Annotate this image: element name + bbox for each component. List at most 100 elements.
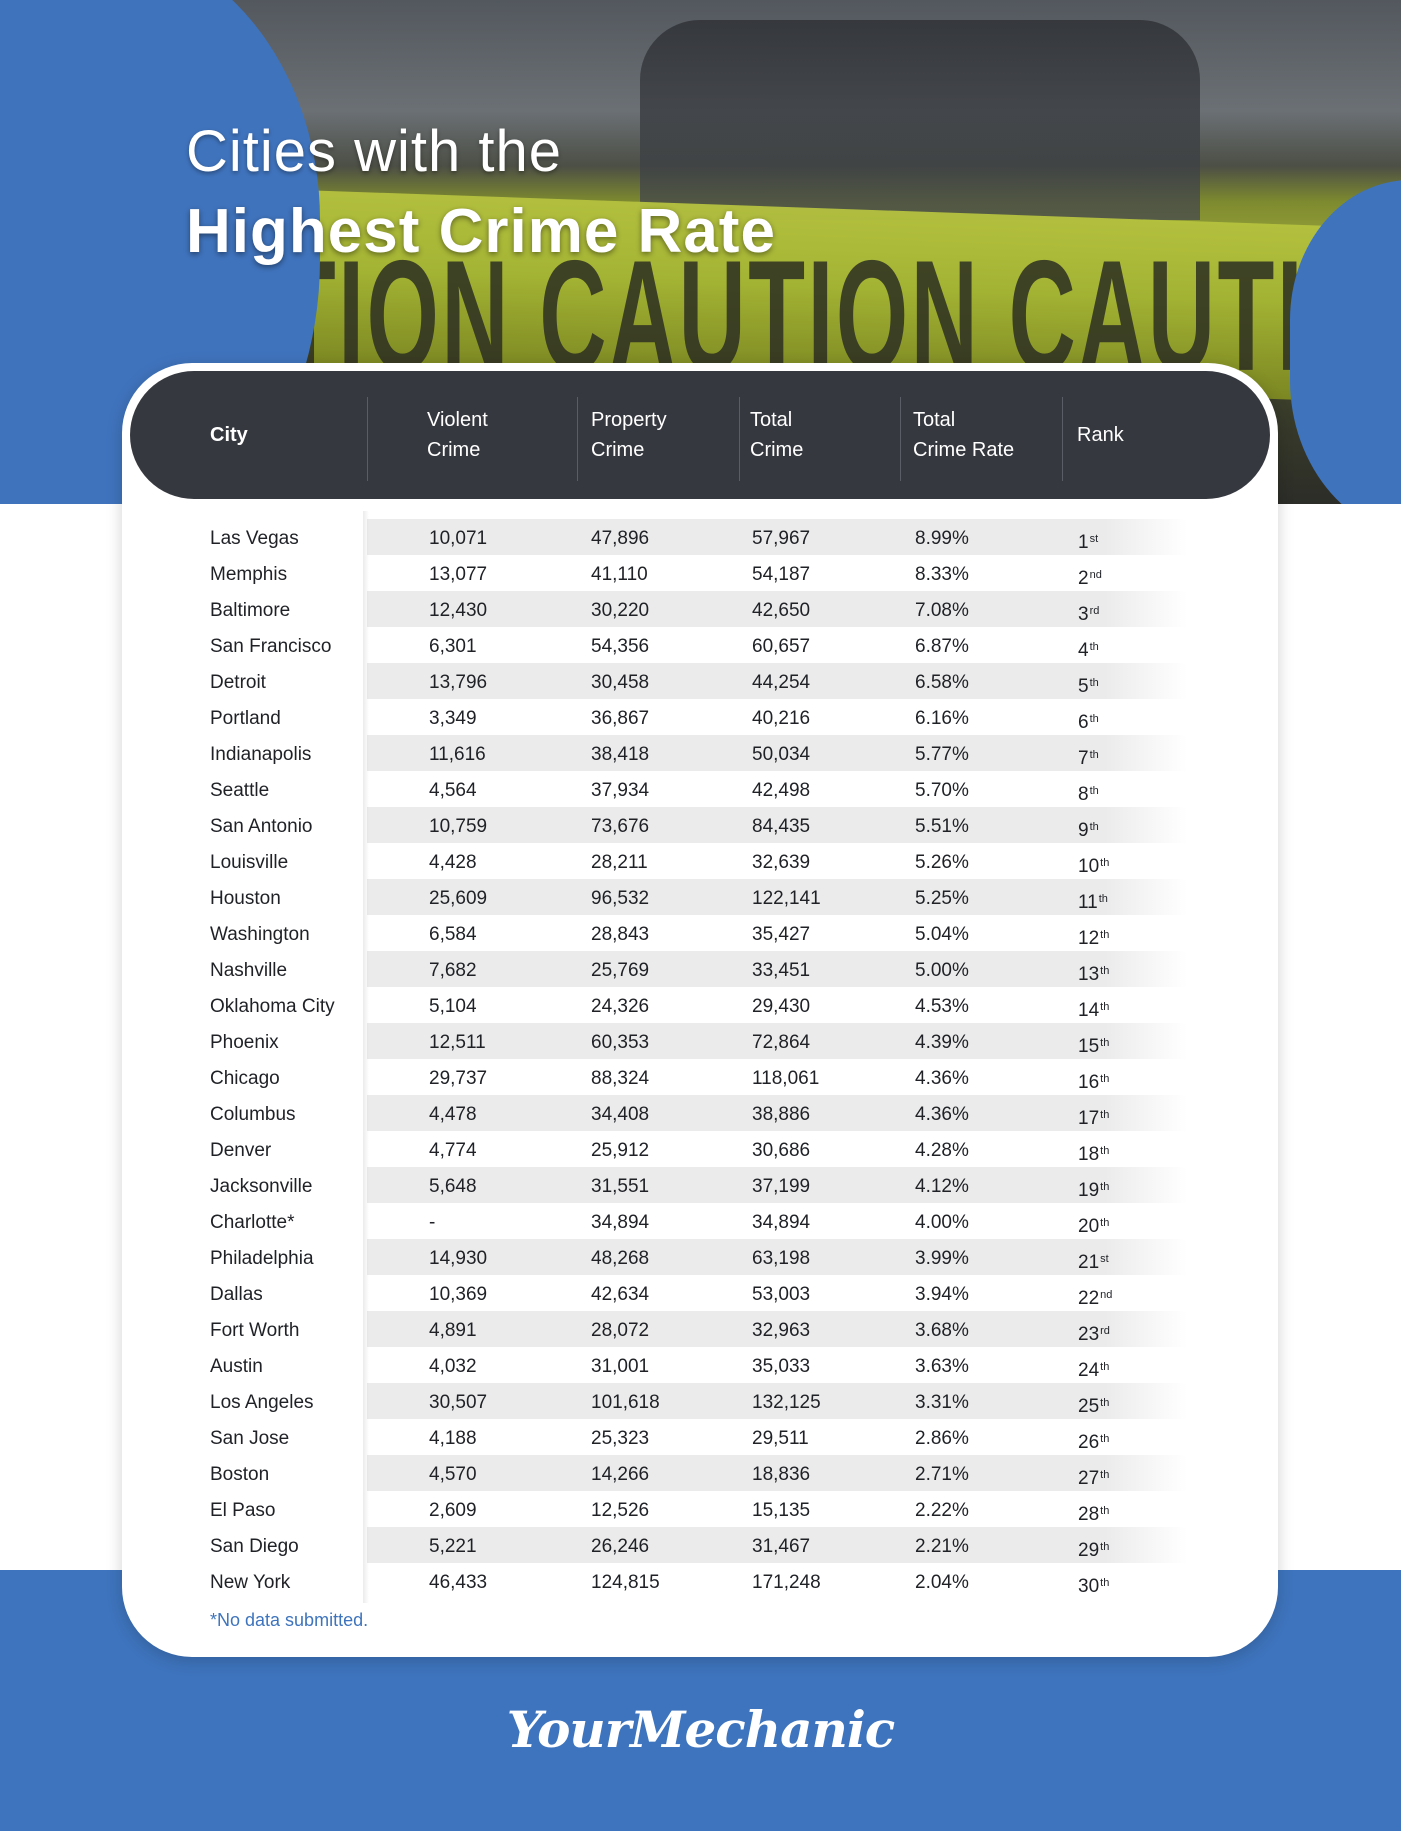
table-row: Memphis 13,077 41,110 54,187 8.33% 2nd [122,555,1278,591]
cell-violent-crime: 4,774 [429,1140,477,1161]
table-row: Denver 4,774 25,912 30,686 4.28% 18th [122,1131,1278,1167]
cell-property-crime: 25,912 [591,1140,650,1161]
table-row: Oklahoma City 5,104 24,326 29,430 4.53% 14th [122,987,1278,1023]
col-header-rank: Rank [1077,371,1124,499]
cell-total-crime: 18,836 [752,1464,811,1485]
rank-number: 24 [1078,1360,1100,1381]
cell-total-crime-rate: 4.36% [915,1068,969,1089]
cell-total-crime-rate: 3.99% [915,1248,969,1269]
cell-violent-crime: 4,564 [429,780,477,801]
cell-total-crime: 84,435 [752,816,811,837]
table-row: Austin 4,032 31,001 35,033 3.63% 24th [122,1347,1278,1383]
table-row: Phoenix 12,511 60,353 72,864 4.39% 15th [122,1023,1278,1059]
cell-total-crime: 118,061 [752,1068,820,1089]
rank-suffix: th [1100,1145,1110,1157]
cell-city: San Antonio [210,816,313,837]
table-row: Columbus 4,478 34,408 38,886 4.36% 17th [122,1095,1278,1131]
cell-total-crime: 15,135 [752,1500,811,1521]
cell-total-crime-rate: 3.63% [915,1356,969,1377]
row-stripe [367,879,1187,915]
cell-property-crime: 101,618 [591,1392,660,1413]
cell-total-crime: 40,216 [752,708,811,729]
cell-property-crime: 37,934 [591,780,650,801]
cell-property-crime: 25,323 [591,1428,650,1449]
rank-number: 14 [1078,1000,1100,1021]
cell-rank: 9th [1078,807,1099,843]
cell-rank: 29th [1078,1527,1109,1563]
rank-number: 8 [1078,784,1089,805]
rank-suffix: rd [1100,1325,1110,1337]
cell-rank: 18th [1078,1131,1109,1167]
rank-suffix: rd [1089,605,1100,617]
cell-rank: 10th [1078,843,1109,879]
row-stripe [367,1239,1187,1275]
cell-rank: 6th [1078,699,1099,735]
rank-number: 10 [1078,856,1100,877]
cell-total-crime: 30,686 [752,1140,811,1161]
cell-total-crime-rate: 3.94% [915,1284,969,1305]
cell-rank: 26th [1078,1419,1109,1455]
row-stripe [367,591,1187,627]
cell-total-crime: 50,034 [752,744,811,765]
row-stripe [367,519,1187,555]
rank-number: 30 [1078,1576,1100,1597]
cell-city: Houston [210,888,281,909]
rank-suffix: th [1100,1469,1110,1481]
cell-total-crime: 37,199 [752,1176,811,1197]
rank-suffix: th [1098,893,1108,905]
cell-city: Nashville [210,960,288,981]
col-header-property-crime: Property Crime [591,371,667,499]
table-header: City Violent Crime Property Crime Total … [130,371,1270,499]
cell-violent-crime: 10,369 [429,1284,488,1305]
rank-suffix: th [1089,641,1099,653]
cell-violent-crime: 12,511 [429,1032,486,1053]
rank-number: 26 [1078,1432,1100,1453]
cell-violent-crime: 12,430 [429,600,488,621]
police-car-windshield [640,20,1200,220]
cell-total-crime: 63,198 [752,1248,811,1269]
cell-total-crime-rate: 7.08% [915,600,969,621]
col-header-city-label: City [210,424,248,446]
table-row: Fort Worth 4,891 28,072 32,963 3.68% 23rd [122,1311,1278,1347]
cell-total-crime-rate: 2.86% [915,1428,969,1449]
rank-suffix: th [1100,1037,1110,1049]
cell-violent-crime: 14,930 [429,1248,488,1269]
cell-total-crime-rate: 2.71% [915,1464,969,1485]
cell-total-crime: 38,886 [752,1104,811,1125]
rank-suffix: th [1089,749,1099,761]
cell-property-crime: 34,408 [591,1104,650,1125]
cell-property-crime: 28,211 [591,852,648,873]
table-row: San Antonio 10,759 73,676 84,435 5.51% 9th [122,807,1278,843]
cell-city: Austin [210,1356,263,1377]
rank-suffix: th [1100,1541,1110,1553]
header-divider [900,397,901,481]
cell-total-crime: 35,427 [752,924,811,945]
cell-rank: 21st [1078,1239,1109,1275]
cell-property-crime: 73,676 [591,816,650,837]
cell-property-crime: 30,220 [591,600,650,621]
table-row: San Francisco 6,301 54,356 60,657 6.87% 4th [122,627,1278,663]
table-row: El Paso 2,609 12,526 15,135 2.22% 28th [122,1491,1278,1527]
cell-rank: 30th [1078,1563,1109,1599]
table-row: Portland 3,349 36,867 40,216 6.16% 6th [122,699,1278,735]
cell-total-crime-rate: 4.28% [915,1140,969,1161]
rank-number: 5 [1078,676,1089,697]
cell-property-crime: 26,246 [591,1536,650,1557]
cell-city: Fort Worth [210,1320,300,1341]
cell-rank: 2nd [1078,555,1102,591]
rank-suffix: th [1100,1181,1110,1193]
cell-city: San Diego [210,1536,299,1557]
page-title-line1: Cities with the [186,119,563,184]
rank-number: 19 [1078,1180,1100,1201]
header-divider [367,397,368,481]
cell-total-crime-rate: 3.31% [915,1392,969,1413]
cell-city: New York [210,1572,291,1593]
cell-violent-crime: 6,584 [429,924,477,945]
cell-violent-crime: 30,507 [429,1392,488,1413]
rank-suffix: th [1100,1577,1110,1589]
rank-number: 29 [1078,1540,1100,1561]
cell-total-crime: 57,967 [752,528,811,549]
cell-total-crime-rate: 4.39% [915,1032,969,1053]
cell-city: Baltimore [210,600,291,621]
table-row: San Jose 4,188 25,323 29,511 2.86% 26th [122,1419,1278,1455]
